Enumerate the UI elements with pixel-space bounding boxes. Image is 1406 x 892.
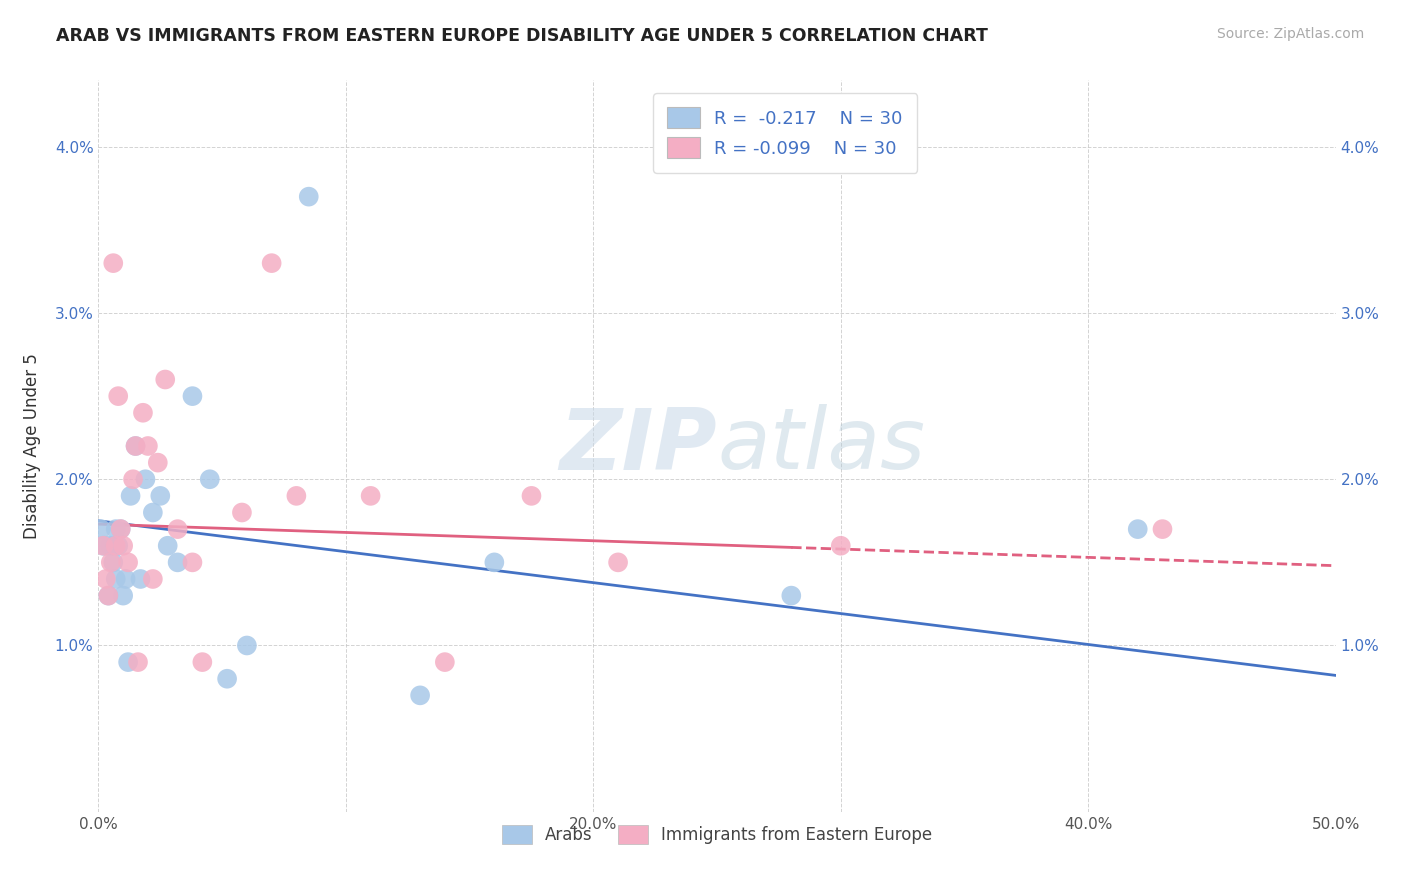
Point xyxy=(607,555,630,569)
Point xyxy=(104,572,127,586)
Point xyxy=(181,389,204,403)
Point xyxy=(94,572,117,586)
Point xyxy=(780,589,803,603)
Point xyxy=(103,555,125,569)
Point xyxy=(112,589,135,603)
Point xyxy=(142,572,165,586)
Point xyxy=(97,589,120,603)
Point xyxy=(127,655,149,669)
Point xyxy=(166,555,188,569)
Point xyxy=(260,256,283,270)
Point xyxy=(120,489,142,503)
Point xyxy=(146,456,169,470)
Text: ZIP: ZIP xyxy=(560,404,717,488)
Point xyxy=(107,389,129,403)
Point xyxy=(100,555,122,569)
Point xyxy=(830,539,852,553)
Point xyxy=(360,489,382,503)
Legend: Arabs, Immigrants from Eastern Europe: Arabs, Immigrants from Eastern Europe xyxy=(495,818,939,851)
Point xyxy=(142,506,165,520)
Point xyxy=(104,539,127,553)
Point xyxy=(117,655,139,669)
Point xyxy=(520,489,543,503)
Point xyxy=(285,489,308,503)
Point xyxy=(122,472,145,486)
Point xyxy=(94,539,117,553)
Point xyxy=(149,489,172,503)
Point xyxy=(191,655,214,669)
Point xyxy=(90,522,112,536)
Point xyxy=(132,406,155,420)
Point xyxy=(156,539,179,553)
Point xyxy=(117,555,139,569)
Point xyxy=(1126,522,1149,536)
Point xyxy=(104,522,127,536)
Text: Source: ZipAtlas.com: Source: ZipAtlas.com xyxy=(1216,27,1364,41)
Point xyxy=(100,539,122,553)
Text: atlas: atlas xyxy=(717,404,925,488)
Point xyxy=(217,672,239,686)
Point xyxy=(134,472,156,486)
Y-axis label: Disability Age Under 5: Disability Age Under 5 xyxy=(22,353,41,539)
Point xyxy=(97,589,120,603)
Point xyxy=(231,506,253,520)
Point xyxy=(484,555,506,569)
Point xyxy=(110,522,132,536)
Point xyxy=(236,639,259,653)
Point xyxy=(298,189,321,203)
Point xyxy=(181,555,204,569)
Point xyxy=(155,372,177,386)
Point xyxy=(124,439,146,453)
Point xyxy=(166,522,188,536)
Point xyxy=(129,572,152,586)
Point xyxy=(409,689,432,703)
Point xyxy=(433,655,456,669)
Point xyxy=(93,539,115,553)
Point xyxy=(112,539,135,553)
Point xyxy=(103,256,125,270)
Point xyxy=(107,539,129,553)
Point xyxy=(198,472,221,486)
Text: ARAB VS IMMIGRANTS FROM EASTERN EUROPE DISABILITY AGE UNDER 5 CORRELATION CHART: ARAB VS IMMIGRANTS FROM EASTERN EUROPE D… xyxy=(56,27,988,45)
Point xyxy=(110,522,132,536)
Point xyxy=(93,539,115,553)
Point xyxy=(114,572,136,586)
Point xyxy=(124,439,146,453)
Point xyxy=(1152,522,1174,536)
Point xyxy=(136,439,159,453)
